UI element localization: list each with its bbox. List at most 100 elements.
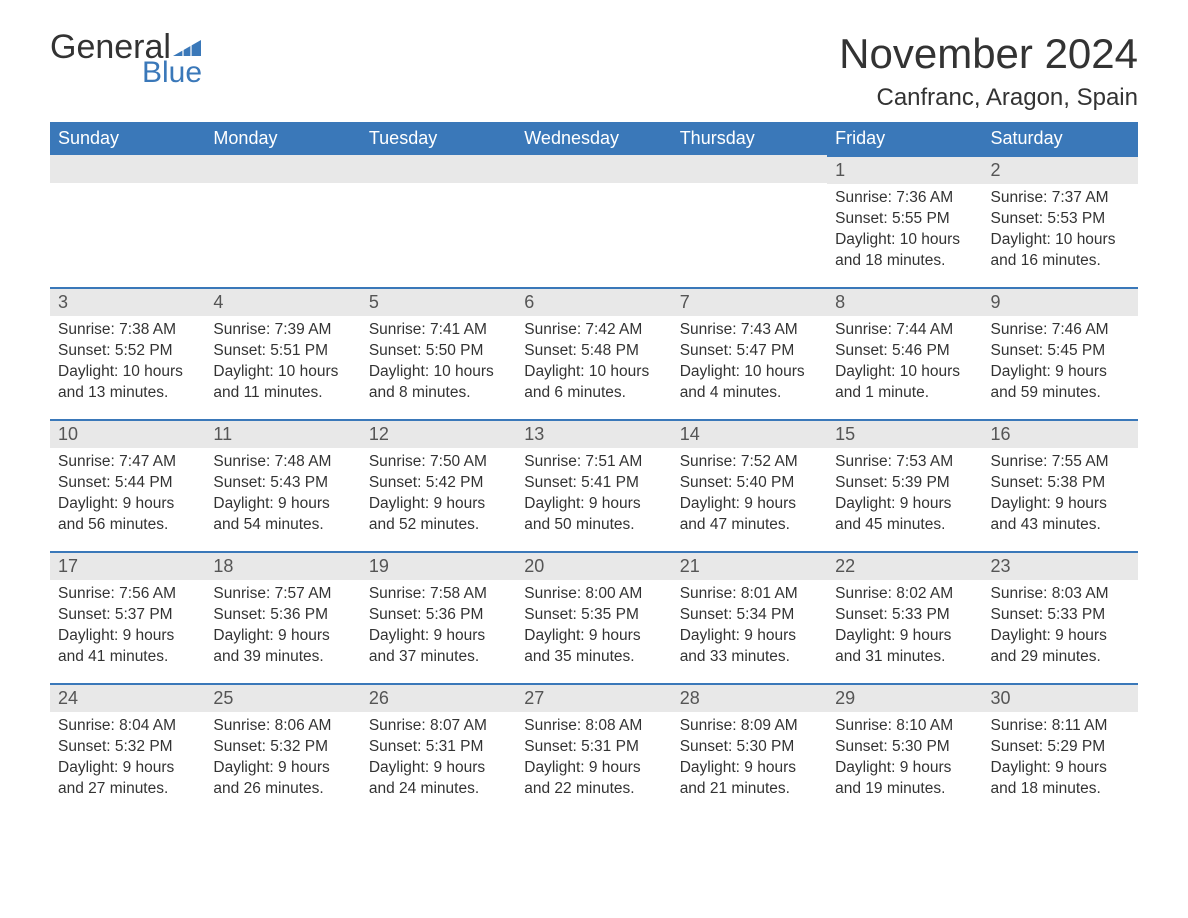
daylight-line: Daylight: 10 hours and 13 minutes. [58,362,197,404]
day-number: 11 [205,419,360,448]
daylight-line: Daylight: 9 hours and 29 minutes. [991,626,1130,668]
sunrise-line: Sunrise: 7:51 AM [524,452,663,473]
day-details: Sunrise: 8:03 AMSunset: 5:33 PMDaylight:… [983,580,1138,672]
weekday-header: Sunday [50,122,205,155]
daylight-line: Daylight: 9 hours and 24 minutes. [369,758,508,800]
sunset-line: Sunset: 5:36 PM [213,605,352,626]
day-details: Sunrise: 8:06 AMSunset: 5:32 PMDaylight:… [205,712,360,804]
day-details: Sunrise: 7:51 AMSunset: 5:41 PMDaylight:… [516,448,671,540]
day-details: Sunrise: 7:42 AMSunset: 5:48 PMDaylight:… [516,316,671,408]
daylight-line: Daylight: 9 hours and 52 minutes. [369,494,508,536]
sunset-line: Sunset: 5:32 PM [213,737,352,758]
calendar-week-row: 3Sunrise: 7:38 AMSunset: 5:52 PMDaylight… [50,287,1138,419]
day-details: Sunrise: 7:36 AMSunset: 5:55 PMDaylight:… [827,184,982,276]
calendar-week-row: 10Sunrise: 7:47 AMSunset: 5:44 PMDayligh… [50,419,1138,551]
weekday-header: Wednesday [516,122,671,155]
calendar-cell: 13Sunrise: 7:51 AMSunset: 5:41 PMDayligh… [516,419,671,551]
day-number: 10 [50,419,205,448]
calendar-cell: 4Sunrise: 7:39 AMSunset: 5:51 PMDaylight… [205,287,360,419]
weekday-header: Saturday [983,122,1138,155]
weekday-header: Friday [827,122,982,155]
sunset-line: Sunset: 5:35 PM [524,605,663,626]
calendar-cell: 6Sunrise: 7:42 AMSunset: 5:48 PMDaylight… [516,287,671,419]
weekday-header: Tuesday [361,122,516,155]
calendar-cell [516,155,671,287]
day-details: Sunrise: 8:08 AMSunset: 5:31 PMDaylight:… [516,712,671,804]
daylight-line: Daylight: 9 hours and 22 minutes. [524,758,663,800]
daylight-line: Daylight: 9 hours and 43 minutes. [991,494,1130,536]
sunrise-line: Sunrise: 7:38 AM [58,320,197,341]
daylight-line: Daylight: 9 hours and 33 minutes. [680,626,819,668]
sunset-line: Sunset: 5:31 PM [524,737,663,758]
sunrise-line: Sunrise: 7:41 AM [369,320,508,341]
calendar-cell: 22Sunrise: 8:02 AMSunset: 5:33 PMDayligh… [827,551,982,683]
sunrise-line: Sunrise: 7:48 AM [213,452,352,473]
sunset-line: Sunset: 5:46 PM [835,341,974,362]
calendar-cell [205,155,360,287]
day-number: 19 [361,551,516,580]
day-details: Sunrise: 8:01 AMSunset: 5:34 PMDaylight:… [672,580,827,672]
daylight-line: Daylight: 9 hours and 41 minutes. [58,626,197,668]
day-number: 18 [205,551,360,580]
daylight-line: Daylight: 10 hours and 16 minutes. [991,230,1130,272]
daylight-line: Daylight: 10 hours and 11 minutes. [213,362,352,404]
calendar-cell: 11Sunrise: 7:48 AMSunset: 5:43 PMDayligh… [205,419,360,551]
daylight-line: Daylight: 10 hours and 8 minutes. [369,362,508,404]
daylight-line: Daylight: 9 hours and 59 minutes. [991,362,1130,404]
sunrise-line: Sunrise: 8:10 AM [835,716,974,737]
day-number: 20 [516,551,671,580]
sunset-line: Sunset: 5:48 PM [524,341,663,362]
sunset-line: Sunset: 5:34 PM [680,605,819,626]
logo: General Blue [50,30,205,88]
sunrise-line: Sunrise: 8:03 AM [991,584,1130,605]
daylight-line: Daylight: 9 hours and 31 minutes. [835,626,974,668]
calendar-cell: 14Sunrise: 7:52 AMSunset: 5:40 PMDayligh… [672,419,827,551]
calendar-week-row: 24Sunrise: 8:04 AMSunset: 5:32 PMDayligh… [50,683,1138,815]
location: Canfranc, Aragon, Spain [839,84,1138,112]
calendar-cell [50,155,205,287]
day-number: 28 [672,683,827,712]
day-number: 12 [361,419,516,448]
sunrise-line: Sunrise: 8:08 AM [524,716,663,737]
day-number: 22 [827,551,982,580]
day-details: Sunrise: 8:11 AMSunset: 5:29 PMDaylight:… [983,712,1138,804]
daylight-line: Daylight: 9 hours and 39 minutes. [213,626,352,668]
day-details: Sunrise: 8:10 AMSunset: 5:30 PMDaylight:… [827,712,982,804]
day-details: Sunrise: 8:00 AMSunset: 5:35 PMDaylight:… [516,580,671,672]
day-number: 13 [516,419,671,448]
sunset-line: Sunset: 5:38 PM [991,473,1130,494]
sunrise-line: Sunrise: 7:47 AM [58,452,197,473]
day-number: 2 [983,155,1138,184]
calendar-cell: 30Sunrise: 8:11 AMSunset: 5:29 PMDayligh… [983,683,1138,815]
day-number: 23 [983,551,1138,580]
calendar-cell: 28Sunrise: 8:09 AMSunset: 5:30 PMDayligh… [672,683,827,815]
sunset-line: Sunset: 5:52 PM [58,341,197,362]
daylight-line: Daylight: 9 hours and 37 minutes. [369,626,508,668]
sunrise-line: Sunrise: 8:01 AM [680,584,819,605]
sunset-line: Sunset: 5:39 PM [835,473,974,494]
sunset-line: Sunset: 5:37 PM [58,605,197,626]
day-details: Sunrise: 8:09 AMSunset: 5:30 PMDaylight:… [672,712,827,804]
sunset-line: Sunset: 5:53 PM [991,209,1130,230]
day-details: Sunrise: 7:39 AMSunset: 5:51 PMDaylight:… [205,316,360,408]
day-number: 5 [361,287,516,316]
day-number: 26 [361,683,516,712]
calendar-cell: 2Sunrise: 7:37 AMSunset: 5:53 PMDaylight… [983,155,1138,287]
calendar-cell: 5 Sunrise: 7:41 AMSunset: 5:50 PMDaylight… [361,287,516,419]
sunrise-line: Sunrise: 7:50 AM [369,452,508,473]
sunrise-line: Sunrise: 7:43 AM [680,320,819,341]
daylight-line: Daylight: 10 hours and 1 minute. [835,362,974,404]
calendar-cell: 18Sunrise: 7:57 AMSunset: 5:36 PMDayligh… [205,551,360,683]
sunset-line: Sunset: 5:32 PM [58,737,197,758]
daylight-line: Daylight: 10 hours and 4 minutes. [680,362,819,404]
daylight-line: Daylight: 9 hours and 50 minutes. [524,494,663,536]
sunset-line: Sunset: 5:31 PM [369,737,508,758]
sunset-line: Sunset: 5:55 PM [835,209,974,230]
calendar-cell: 25Sunrise: 8:06 AMSunset: 5:32 PMDayligh… [205,683,360,815]
sunset-line: Sunset: 5:43 PM [213,473,352,494]
day-number: 4 [205,287,360,316]
calendar-cell: 20Sunrise: 8:00 AMSunset: 5:35 PMDayligh… [516,551,671,683]
calendar-cell: 29Sunrise: 8:10 AMSunset: 5:30 PMDayligh… [827,683,982,815]
day-details: Sunrise: 7:46 AMSunset: 5:45 PMDaylight:… [983,316,1138,408]
sunset-line: Sunset: 5:50 PM [369,341,508,362]
